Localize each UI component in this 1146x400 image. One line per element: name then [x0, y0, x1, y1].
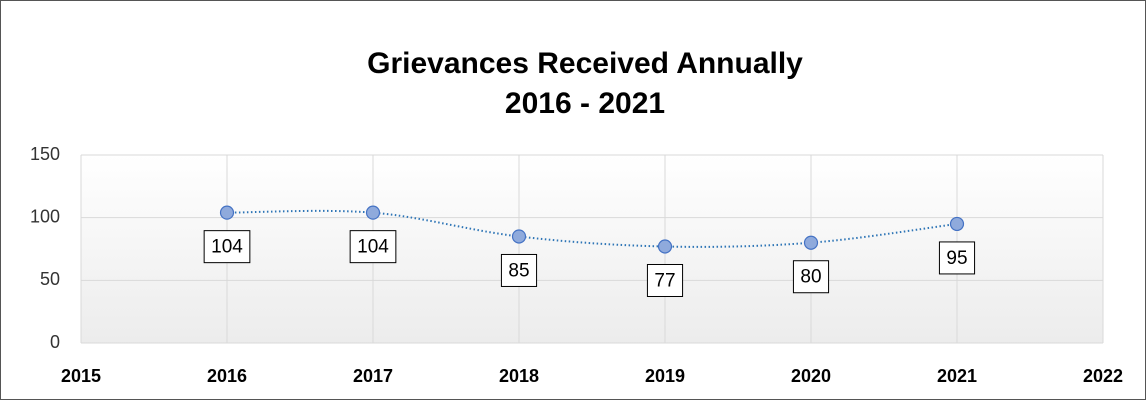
x-tick-label: 2015	[61, 366, 101, 386]
marker	[511, 229, 527, 244]
data-label-box	[792, 260, 830, 294]
data-label: 95	[946, 248, 967, 269]
data-label-box	[349, 230, 397, 264]
line	[226, 209, 958, 248]
x-tick-label: 2016	[207, 366, 247, 386]
plot-area	[81, 155, 1103, 343]
chart-subtitle: 2016 - 2021	[505, 87, 665, 120]
data-label: 80	[800, 267, 821, 288]
data-label-box	[203, 230, 251, 264]
x-tick-label: 2021	[937, 366, 977, 386]
data-label: 104	[357, 237, 389, 258]
data-label-box	[500, 253, 538, 287]
y-tick-label: 50	[40, 269, 60, 289]
data-label: 104	[211, 237, 243, 258]
data-label-box	[938, 241, 976, 275]
x-tick-label: 2020	[791, 366, 831, 386]
marker	[219, 205, 235, 220]
data-label: 77	[654, 271, 675, 292]
marker	[949, 216, 965, 232]
data-label: 85	[508, 260, 529, 281]
y-tick-label: 0	[50, 332, 60, 352]
y-tick-label: 100	[30, 206, 60, 226]
marker	[365, 205, 381, 220]
data-label-box	[646, 263, 684, 297]
x-tick-label: 2017	[353, 366, 393, 386]
marker	[657, 239, 673, 254]
marker	[803, 235, 819, 250]
y-tick-label: 150	[30, 144, 60, 164]
x-tick-label: 2019	[645, 366, 685, 386]
chart-title: Grievances Received Annually	[367, 47, 803, 80]
x-tick-label: 2022	[1083, 366, 1123, 386]
x-tick-label: 2018	[499, 366, 539, 386]
